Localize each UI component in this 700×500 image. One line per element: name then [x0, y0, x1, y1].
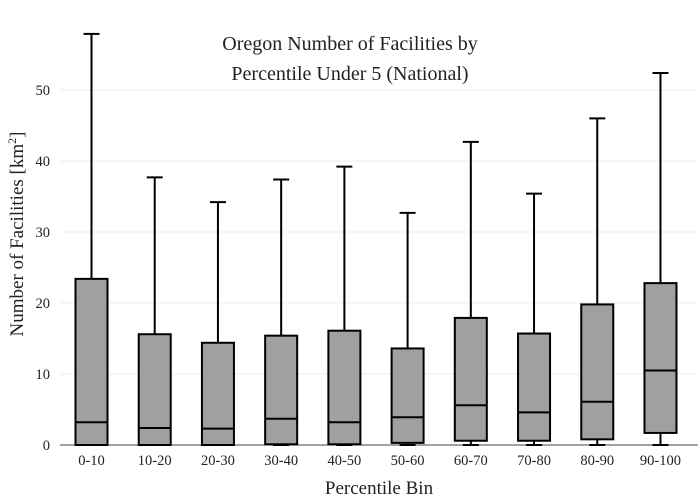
box-plot-item — [453, 140, 488, 446]
y-tick-label: 20 — [36, 296, 51, 312]
x-tick-label: 30-40 — [264, 453, 298, 469]
y-tick-label: 0 — [43, 438, 50, 454]
x-tick-label: 60-70 — [454, 453, 488, 469]
y-tick-label: 40 — [36, 154, 51, 170]
y-tick-label: 30 — [36, 225, 51, 241]
x-tick-labels: 0-10 10-20 20-30 30-40 40-50 50-60 60-70 70-80 8… — [78, 453, 681, 469]
boxes — [74, 32, 678, 447]
iqr-box — [264, 334, 299, 446]
y-axis-title-end: ] — [7, 132, 28, 138]
y-tick-labels: 0 10 20 30 40 50 — [36, 83, 51, 454]
iqr-box — [137, 333, 172, 446]
y-tick-label: 10 — [36, 367, 51, 383]
x-tick-label: 90-100 — [640, 453, 681, 469]
box-plot-item — [264, 178, 299, 446]
x-tick-label: 40-50 — [327, 453, 361, 469]
iqr-box — [517, 332, 552, 442]
y-axis-title: Number of Facilities [km2] — [5, 132, 28, 337]
iqr-box — [390, 347, 425, 444]
iqr-box — [74, 277, 109, 446]
x-tick-label: 80-90 — [580, 453, 614, 469]
iqr-box — [580, 303, 615, 441]
x-tick-label: 0-10 — [78, 453, 105, 469]
box-plot-item — [327, 165, 362, 446]
x-tick-label: 70-80 — [517, 453, 551, 469]
x-tick-label: 20-30 — [201, 453, 235, 469]
y-axis-title-superscript: 2 — [5, 138, 19, 144]
x-tick-label: 50-60 — [391, 453, 425, 469]
box-plot-item — [580, 117, 615, 446]
chart-title-line-1: Oregon Number of Facilities by — [222, 33, 478, 55]
x-tick-label: 10-20 — [138, 453, 172, 469]
iqr-box — [327, 329, 362, 446]
x-axis-title: Percentile Bin — [325, 478, 434, 499]
box-plot-item — [517, 192, 552, 446]
y-tick-label: 50 — [36, 83, 51, 99]
box-plot-item — [390, 211, 425, 446]
y-axis-title-main: Number of Facilities [km — [7, 144, 28, 337]
box-plot-item — [200, 201, 235, 447]
iqr-box — [453, 316, 488, 442]
box-plot-item — [643, 71, 678, 446]
box-plot-item — [137, 176, 172, 446]
chart-title-line-2: Percentile Under 5 (National) — [231, 63, 468, 85]
iqr-box — [643, 282, 678, 434]
box-plot-item — [74, 32, 109, 446]
